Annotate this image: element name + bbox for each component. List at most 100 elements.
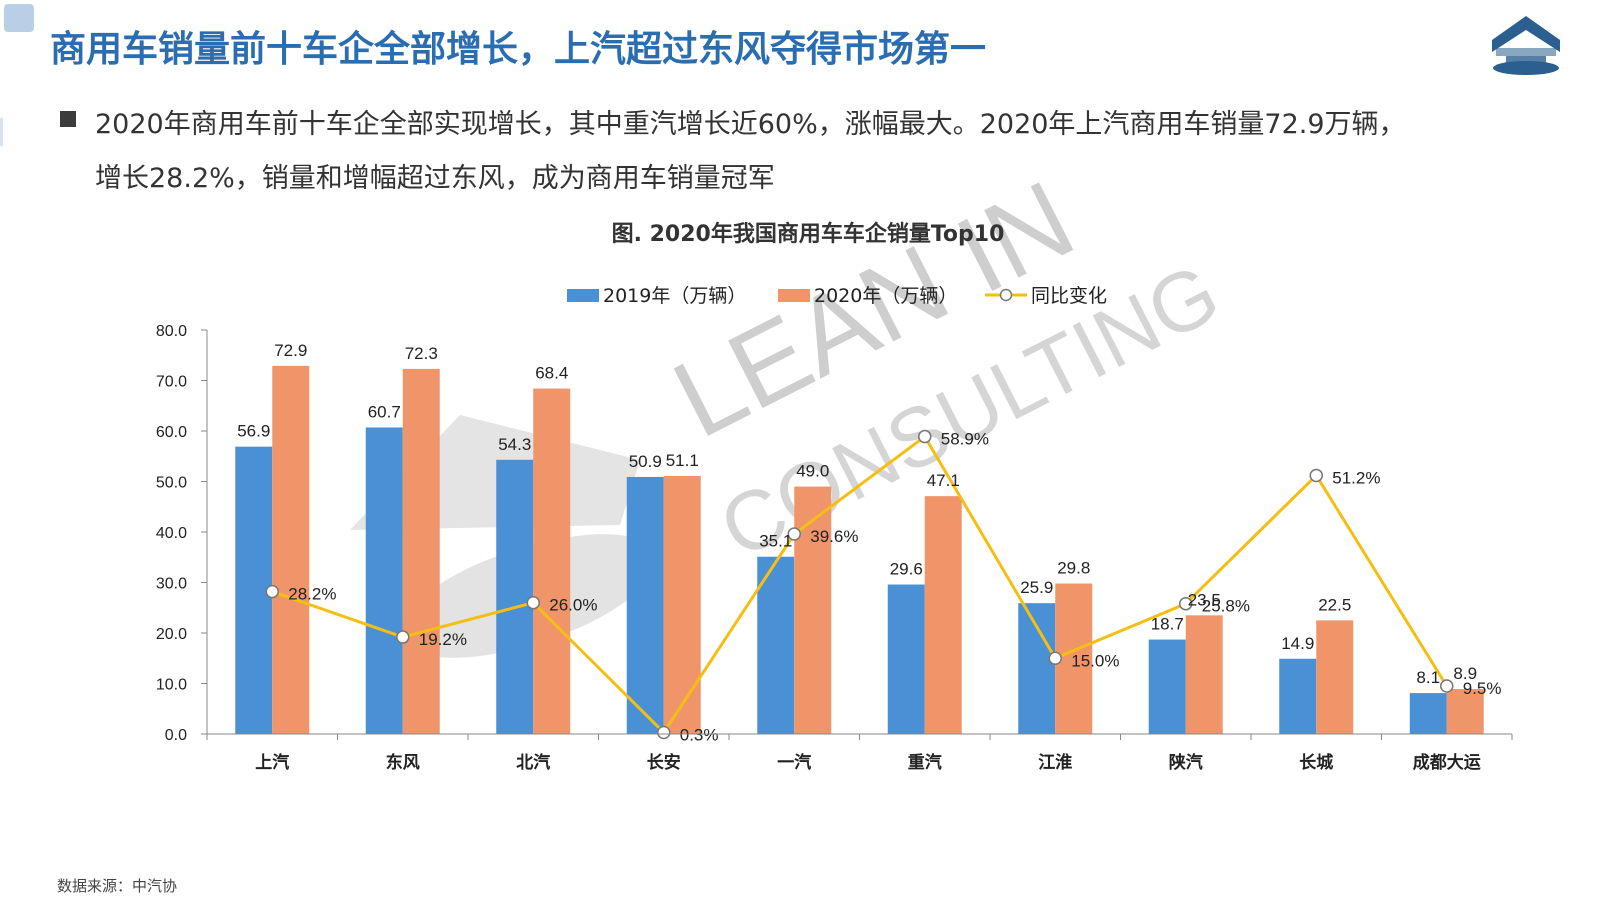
- bar-2020: [1446, 689, 1484, 734]
- y-tick-label: 20.0: [156, 626, 187, 643]
- bar-2020: [663, 475, 701, 734]
- x-category-label: 成都大运: [1413, 752, 1481, 773]
- bar-2020: [1316, 620, 1354, 734]
- bar-2019-value-label: 8.1: [1416, 668, 1440, 687]
- summary-text: 2020年商用车前十车企全部实现增长，其中重汽增长近60%，涨幅最大。2020年…: [95, 98, 1545, 206]
- house-roof-logo-icon: [1492, 16, 1560, 75]
- change-point-marker: [526, 595, 540, 610]
- x-category-label: 长城: [1299, 752, 1333, 773]
- x-category-label: 东风: [386, 752, 420, 773]
- bar-2019-value-label: 25.9: [1020, 578, 1053, 597]
- bar-2020: [1185, 615, 1223, 734]
- y-tick-label: 40.0: [156, 525, 187, 542]
- change-point-marker: [787, 527, 801, 541]
- bar-2020-value-label: 49.0: [796, 462, 829, 481]
- x-category-label: 长安: [647, 752, 681, 773]
- x-category-label: 陕汽: [1169, 752, 1203, 773]
- bar-2019-value-label: 29.6: [890, 560, 923, 579]
- bar-2020-value-label: 72.9: [274, 341, 307, 360]
- page-title: 商用车销量前十车企全部增长，上汽超过东风夺得市场第一: [50, 29, 987, 70]
- bar-2019: [1409, 693, 1447, 734]
- bar-2019: [887, 584, 925, 734]
- bar-2019-value-label: 14.9: [1281, 634, 1314, 653]
- x-category-label: 一汽: [777, 752, 811, 773]
- bar-2020: [402, 368, 440, 734]
- x-axis: 上汽 东风 北汽 长安 一汽 重汽 江淮 陕汽 长城 成都大运: [206, 733, 1513, 773]
- legend-label-2019: 2019年（万辆）: [603, 285, 746, 307]
- change-value-label: 9.5%: [1463, 679, 1502, 698]
- bar-2019-value-label: 50.9: [629, 452, 662, 471]
- change-point-marker: [657, 725, 671, 740]
- change-value-label: 0.3%: [680, 725, 719, 744]
- y-tick-label: 50.0: [156, 475, 187, 492]
- bar-2020-value-label: 72.3: [405, 344, 438, 363]
- change-value-label: 19.2%: [419, 630, 467, 649]
- chart-title: 图. 2020年我国商用车车企销量Top10: [612, 221, 1005, 247]
- y-tick-label: 30.0: [156, 576, 187, 593]
- change-value-label: 51.2%: [1332, 468, 1380, 487]
- bar-2019-value-label: 54.3: [498, 435, 531, 454]
- x-category-label: 上汽: [255, 752, 289, 773]
- bar-2019: [496, 459, 534, 734]
- bar-2020: [533, 388, 571, 734]
- change-point-marker: [1440, 679, 1454, 693]
- change-point-marker: [396, 630, 410, 644]
- legend: 2019年（万辆） 2020年（万辆） 同比变化: [567, 285, 1107, 307]
- bar-2019-value-label: 56.9: [237, 422, 270, 441]
- corner-decoration: [4, 4, 34, 32]
- change-value-label: 58.9%: [941, 430, 989, 449]
- bar-2020: [794, 486, 832, 734]
- change-value-label: 26.0%: [549, 596, 597, 615]
- y-axis: 0.0 10.0 20.0 30.0 40.0 50.0 60.0 70.0 80.0: [156, 323, 208, 744]
- change-value-label: 39.6%: [810, 527, 858, 546]
- change-point-marker: [265, 584, 279, 599]
- y-tick-label: 60.0: [156, 424, 187, 441]
- legend-swatch-2019: [567, 289, 599, 302]
- legend-swatch-2020: [778, 289, 810, 302]
- bar-2020-value-label: 29.8: [1057, 559, 1090, 578]
- bar-2020-value-label: 51.1: [666, 451, 699, 470]
- square-bullet-icon: [60, 111, 76, 127]
- side-decoration: [0, 118, 3, 146]
- legend-label-change: 同比变化: [1031, 285, 1107, 307]
- change-value-label: 25.8%: [1202, 597, 1250, 616]
- data-source: 数据来源：中汽协: [57, 877, 178, 895]
- change-point-marker: [1179, 596, 1193, 611]
- y-tick-label: 70.0: [156, 374, 187, 391]
- bar-2020-value-label: 8.9: [1453, 664, 1477, 683]
- bar-2019: [757, 556, 795, 734]
- change-point-marker: [918, 429, 932, 444]
- change-value-label: 28.2%: [288, 585, 336, 604]
- bar-2019-value-label: 18.7: [1151, 615, 1184, 634]
- bar-2020-value-label: 47.1: [927, 471, 960, 490]
- change-point-marker: [1048, 651, 1062, 665]
- y-tick-label: 10.0: [156, 677, 187, 694]
- bar-2020-value-label: 22.5: [1318, 595, 1351, 614]
- bar-2019: [626, 476, 664, 734]
- legend-label-2020: 2020年（万辆）: [814, 285, 957, 307]
- bar-2019: [1018, 603, 1056, 734]
- change-line: [271, 435, 1449, 734]
- x-category-label: 江淮: [1038, 753, 1072, 773]
- y-tick-label: 80.0: [156, 323, 187, 340]
- bar-2020: [924, 496, 962, 734]
- bar-2019-value-label: 35.1: [759, 532, 792, 551]
- y-tick-label: 0.0: [165, 727, 187, 744]
- bar-2020-value-label: 23.5: [1188, 590, 1221, 609]
- bar-2020: [272, 365, 310, 734]
- legend-circle-marker-icon: [999, 288, 1013, 302]
- summary-line-2: 增长28.2%，销量和增幅超过东风，成为商用车销量冠军: [95, 163, 775, 194]
- bar-2019: [1279, 658, 1317, 734]
- summary-line-1: 2020年商用车前十车企全部实现增长，其中重汽增长近60%，涨幅最大。2020年…: [95, 109, 1406, 140]
- bar-2019: [365, 427, 403, 734]
- bar-2019: [1148, 639, 1186, 734]
- x-category-label: 重汽: [908, 752, 942, 773]
- bar-2020-value-label: 68.4: [535, 364, 568, 383]
- change-point-marker: [1309, 468, 1323, 483]
- change-line-series: [265, 429, 1454, 740]
- x-category-label: 北汽: [516, 752, 550, 773]
- data-labels: 56.9 72.9 60.7 72.3 54.3 68.4 50.9 51.1 35.1 49.0…: [237, 341, 1501, 745]
- change-value-label: 15.0%: [1071, 651, 1119, 670]
- bar-2019-value-label: 60.7: [368, 402, 401, 421]
